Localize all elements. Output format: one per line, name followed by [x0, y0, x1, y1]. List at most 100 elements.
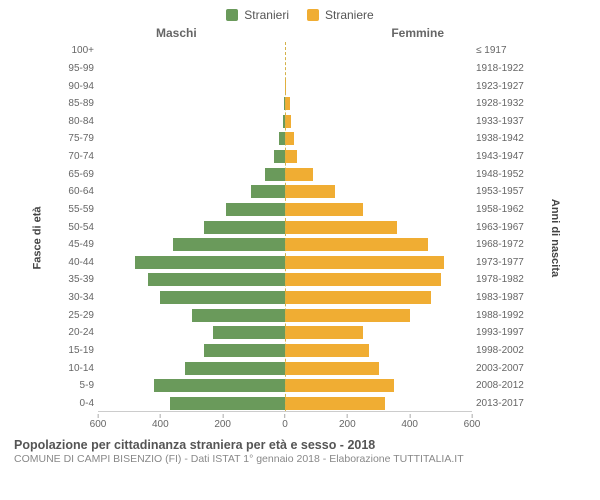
bar-zone: [98, 165, 472, 183]
bar-zone: [98, 148, 472, 166]
pyramid-row: 50-54 1963-1967: [60, 218, 530, 236]
bar-female: [285, 256, 444, 269]
bar-zone: [98, 359, 472, 377]
year-label: 1928-1932: [472, 98, 530, 109]
age-label: 30-34: [60, 292, 98, 303]
year-label: 1918-1922: [472, 63, 530, 74]
pyramid-row: 95-991918-1922: [60, 60, 530, 78]
y-left-title: Fasce di età: [31, 207, 43, 270]
age-label: 45-49: [60, 239, 98, 250]
age-label: 25-29: [60, 310, 98, 321]
bar-female: [285, 221, 397, 234]
bar-zone: [98, 218, 472, 236]
age-label: 100+: [60, 45, 98, 56]
age-label: 60-64: [60, 186, 98, 197]
swatch-female: [307, 9, 319, 21]
pyramid-row: 20-241993-1997: [60, 324, 530, 342]
year-label: 1948-1952: [472, 169, 530, 180]
bar-male: [173, 238, 285, 251]
age-label: 0-4: [60, 398, 98, 409]
bar-female: [285, 309, 410, 322]
bar-male: [192, 309, 286, 322]
header-males: Maschi: [156, 26, 197, 40]
swatch-male: [226, 9, 238, 21]
year-label: 1943-1947: [472, 151, 530, 162]
pyramid-row: 80-841933-1937: [60, 113, 530, 131]
bar-zone: [98, 95, 472, 113]
bar-female: [285, 291, 431, 304]
legend-item-female: Straniere: [307, 8, 374, 22]
y-right-title: Anni di nascita: [549, 199, 561, 277]
year-label: ≤ 1917: [472, 45, 530, 56]
bar-female: [285, 379, 394, 392]
bar-zone: [98, 42, 472, 60]
bar-zone: [98, 130, 472, 148]
year-label: 1953-1957: [472, 186, 530, 197]
pyramid-row: 65-69 1948-1952: [60, 165, 530, 183]
age-label: 90-94: [60, 81, 98, 92]
pyramid-row: 55-59 1958-1962: [60, 201, 530, 219]
year-label: 1983-1987: [472, 292, 530, 303]
bar-zone: [98, 289, 472, 307]
rows-container: 100+ ≤ 1917 95-991918-1922 90-94 1923-1927 85…: [60, 42, 530, 412]
header-females: Femmine: [391, 26, 444, 40]
year-label: 2003-2007: [472, 363, 530, 374]
bar-female: [285, 132, 294, 145]
x-tick: 400: [152, 414, 169, 430]
chart-footer: Popolazione per cittadinanza straniera p…: [6, 434, 594, 465]
bar-female: [285, 397, 385, 410]
bar-female: [285, 326, 363, 339]
bar-zone: [98, 377, 472, 395]
bar-female: [285, 80, 286, 93]
bar-male: [251, 185, 285, 198]
year-label: 2013-2017: [472, 398, 530, 409]
x-tick: 600: [464, 414, 481, 430]
age-label: 55-59: [60, 204, 98, 215]
year-label: 1963-1967: [472, 222, 530, 233]
bar-zone: [98, 271, 472, 289]
x-tick: 0: [282, 414, 288, 430]
x-tick: 200: [339, 414, 356, 430]
bar-male: [226, 203, 285, 216]
year-label: 1973-1977: [472, 257, 530, 268]
age-label: 80-84: [60, 116, 98, 127]
bar-male: [274, 150, 285, 163]
bar-male: [185, 362, 285, 375]
bar-female: [285, 203, 363, 216]
bar-male: [170, 397, 285, 410]
pyramid-row: 90-94 1923-1927: [60, 77, 530, 95]
bar-female: [285, 238, 428, 251]
pyramid-row: 10-14 2003-2007: [60, 359, 530, 377]
age-label: 5-9: [60, 380, 98, 391]
bar-zone: [98, 60, 472, 78]
bar-male: [204, 221, 285, 234]
age-label: 20-24: [60, 327, 98, 338]
pyramid-row: 25-291988-1992: [60, 306, 530, 324]
pyramid-row: 35-391978-1982: [60, 271, 530, 289]
bar-female: [285, 97, 290, 110]
bar-male: [135, 256, 285, 269]
chart-title: Popolazione per cittadinanza straniera p…: [14, 438, 586, 452]
year-label: 1998-2002: [472, 345, 530, 356]
bar-zone: [98, 183, 472, 201]
age-label: 85-89: [60, 98, 98, 109]
x-tick: 200: [214, 414, 231, 430]
bar-zone: [98, 254, 472, 272]
pyramid-row: 85-89 1928-1932: [60, 95, 530, 113]
pyramid-row: 45-491968-1972: [60, 236, 530, 254]
age-label: 65-69: [60, 169, 98, 180]
bar-zone: [98, 306, 472, 324]
age-label: 50-54: [60, 222, 98, 233]
legend-label-female: Straniere: [325, 8, 374, 22]
bar-female: [285, 168, 313, 181]
year-label: 1923-1927: [472, 81, 530, 92]
bar-female: [285, 150, 297, 163]
age-label: 70-74: [60, 151, 98, 162]
pyramid-row: 70-74 1943-1947: [60, 148, 530, 166]
legend-label-male: Stranieri: [244, 8, 289, 22]
year-label: 1958-1962: [472, 204, 530, 215]
bar-male: [154, 379, 285, 392]
age-label: 10-14: [60, 363, 98, 374]
pyramid-row: 30-34 1983-1987: [60, 289, 530, 307]
bar-zone: [98, 201, 472, 219]
